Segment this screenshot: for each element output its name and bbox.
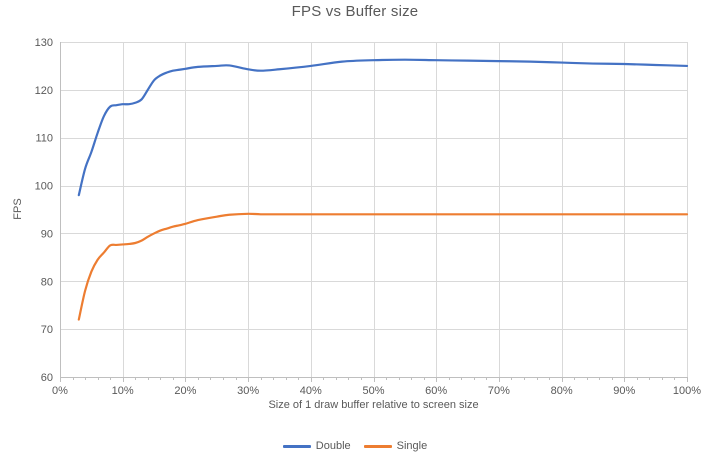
y-tick-label: 80: [41, 276, 53, 288]
series-line-double: [77, 58, 689, 197]
y-tick-label: 90: [41, 228, 53, 240]
x-tick-label: 60%: [425, 385, 447, 397]
x-tick-label: 40%: [300, 385, 322, 397]
x-tick-label: 100%: [673, 385, 701, 397]
legend-label-double: Double: [315, 440, 351, 452]
x-tick-label: 0%: [52, 385, 68, 397]
legend-item-double: Double: [282, 439, 351, 453]
x-tick-label: 10%: [112, 385, 134, 397]
series-line-single: [77, 212, 689, 321]
chart-title: FPS vs Buffer size: [291, 3, 419, 20]
single-series-swatch: [363, 444, 392, 448]
y-tick-label: 100: [35, 181, 53, 193]
x-axis-title: Size of 1 draw buffer relative to screen…: [268, 399, 479, 411]
x-tick-label: 30%: [237, 385, 259, 397]
y-tick-label: 60: [41, 372, 53, 384]
x-tick-label: 20%: [174, 385, 196, 397]
y-tick-label: 110: [35, 133, 53, 145]
legend-item-single: Single: [363, 439, 428, 453]
x-tick-label: 70%: [488, 385, 510, 397]
legend-label-single: Single: [396, 440, 428, 452]
double-series-swatch: [282, 444, 311, 448]
y-tick-label: 70: [41, 324, 53, 336]
y-tick-label: 120: [35, 85, 53, 97]
plot-area: 60 70 80 90 100 110 120 130 0% 10% 20% 30% 40% 50% 60%…: [35, 37, 702, 397]
x-tick-label: 80%: [551, 385, 573, 397]
x-tick-label: 50%: [362, 385, 384, 397]
y-tick-label: 130: [35, 37, 53, 49]
legend: Double Single: [0, 438, 710, 454]
x-tick-label: 90%: [613, 385, 635, 397]
